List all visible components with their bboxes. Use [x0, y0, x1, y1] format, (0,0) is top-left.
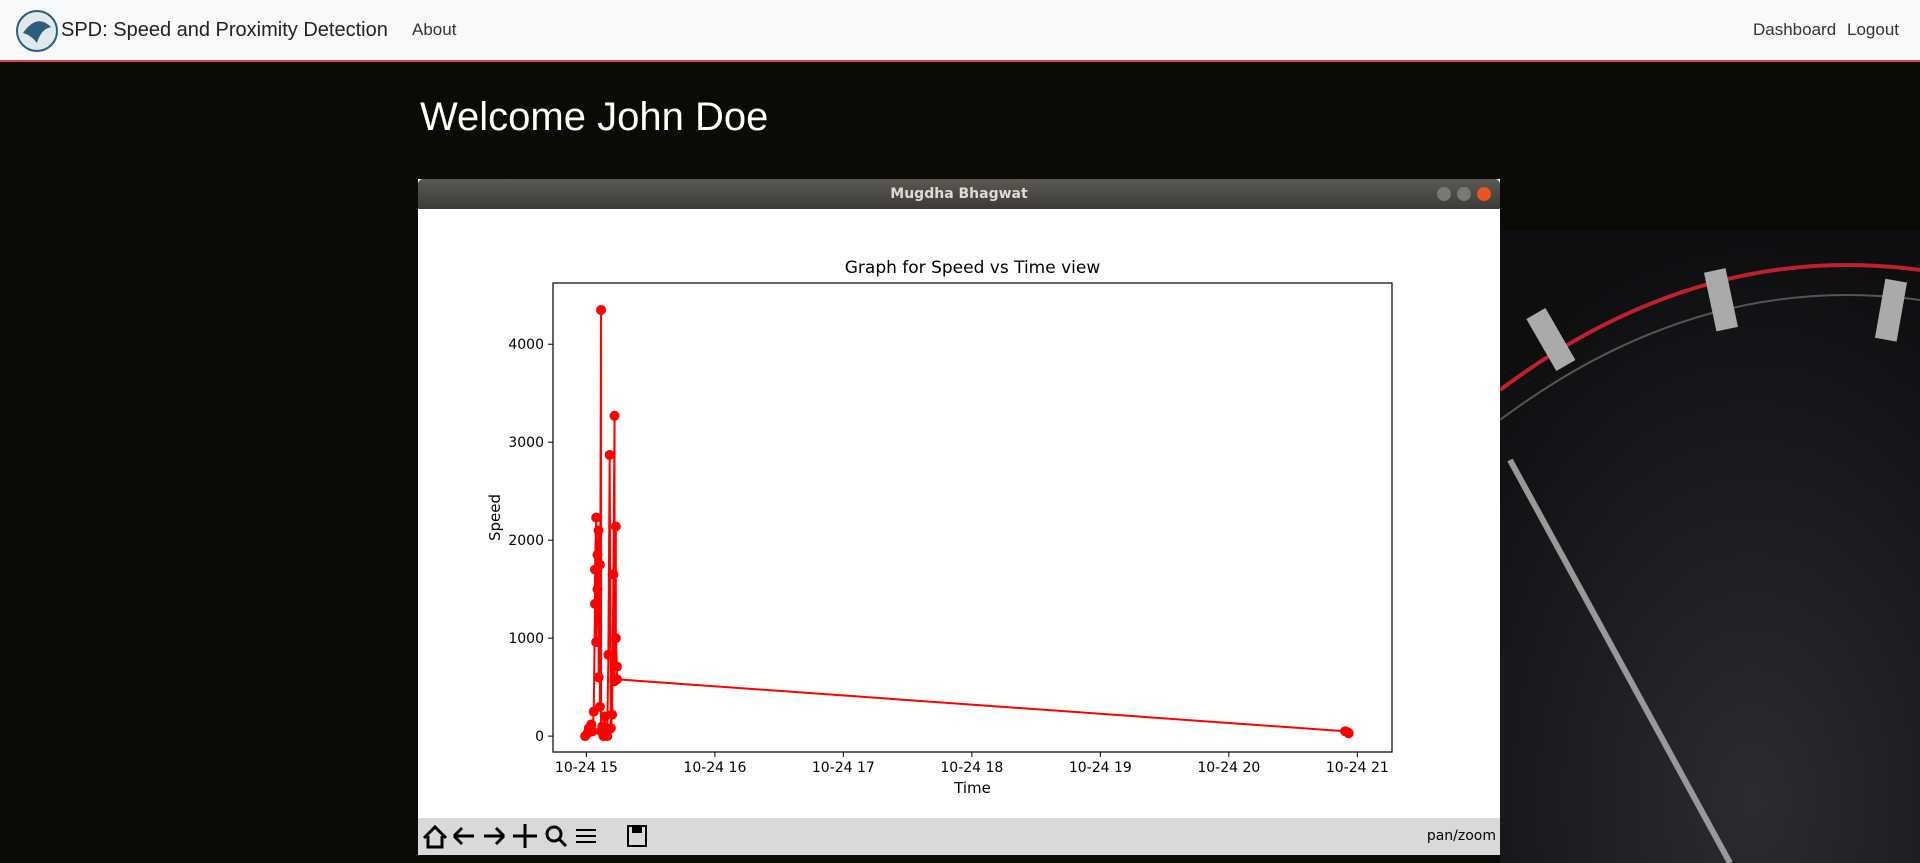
y-axis-label: Speed: [486, 494, 504, 541]
data-point: [603, 649, 614, 660]
data-point: [587, 726, 598, 737]
title-bar: Mugdha Bhagwat: [418, 179, 1500, 209]
welcome-heading: Welcome John Doe: [420, 95, 769, 139]
data-point: [610, 521, 621, 532]
toolbar-buttons: [422, 824, 647, 849]
data-point: [610, 633, 621, 644]
back-button[interactable]: [452, 826, 474, 846]
data-line: [584, 309, 1350, 737]
toolbar: pan/zoom: [418, 818, 1500, 855]
data-point: [594, 701, 605, 712]
pan-button[interactable]: [513, 824, 537, 848]
navbar: SPD: Speed and Proximity Detection About…: [0, 0, 1920, 62]
x-tick-label: 10-24 20: [1197, 760, 1260, 776]
home-button[interactable]: [422, 824, 448, 849]
data-point: [592, 584, 603, 595]
nav-link[interactable]: Logout: [1847, 20, 1899, 39]
forward-button[interactable]: [484, 826, 506, 846]
data-point: [607, 709, 618, 720]
y-tick-label: 0: [535, 729, 544, 745]
x-tick-label: 10-24 16: [683, 760, 746, 776]
x-tick-label: 10-24 21: [1326, 760, 1389, 776]
chart: Graph for Speed vs Time view Time Speed 0 10…: [486, 258, 1393, 797]
nav-link[interactable]: About: [412, 20, 457, 39]
configure-button[interactable]: [576, 829, 596, 843]
data-point: [592, 549, 603, 560]
window-title: Mugdha Bhagwat: [890, 186, 1028, 202]
data-point: [611, 661, 622, 672]
save-button[interactable]: [627, 825, 647, 847]
data-point: [602, 731, 613, 742]
nav-link[interactable]: Dashboard: [1753, 20, 1837, 39]
maximize[interactable]: [1457, 187, 1471, 201]
status-text: pan/zoom: [1426, 828, 1496, 844]
data-point: [1343, 728, 1354, 739]
data-point: [591, 512, 602, 523]
zoom-button[interactable]: [545, 825, 568, 848]
data-point: [605, 723, 616, 734]
data-point: [596, 304, 607, 315]
data-point: [593, 672, 604, 683]
data-point: [608, 569, 619, 580]
y-tick-label: 4000: [508, 337, 544, 353]
close[interactable]: [1477, 187, 1491, 201]
data-point: [590, 598, 601, 609]
minimize[interactable]: [1437, 187, 1451, 201]
brand[interactable]: SPD: Speed and Proximity Detection: [61, 19, 388, 41]
data-point: [609, 410, 620, 421]
y-tick-label: 3000: [508, 435, 544, 451]
logo[interactable]: [15, 9, 59, 53]
data-point: [593, 525, 604, 536]
window-controls: [1437, 187, 1491, 201]
data-point: [611, 674, 622, 685]
plot-frame: [552, 282, 1393, 753]
x-tick-label: 10-24 19: [1069, 760, 1132, 776]
plot-window: Mugdha Bhagwat Graph for Speed vs Time v…: [418, 179, 1500, 855]
x-axis-label: Time: [953, 779, 991, 797]
data-point: [591, 637, 602, 648]
data-point: [604, 449, 615, 460]
x-tick-label: 10-24 17: [812, 760, 875, 776]
background-gauge: [1500, 230, 1920, 863]
y-tick-label: 2000: [508, 533, 544, 549]
data-point: [594, 559, 605, 570]
x-tick-label: 10-24 18: [940, 760, 1003, 776]
x-tick-label: 10-24 15: [555, 760, 618, 776]
chart-title: Graph for Speed vs Time view: [845, 258, 1101, 278]
y-tick-label: 1000: [508, 631, 544, 647]
